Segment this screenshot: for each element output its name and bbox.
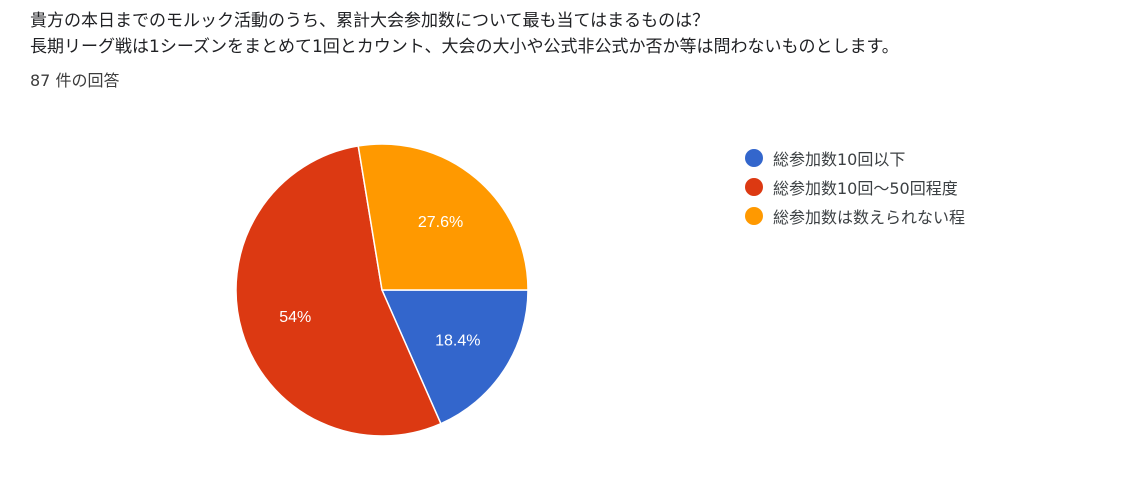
legend-dot-icon (745, 206, 763, 225)
pie-slice-1[interactable] (235, 145, 442, 437)
pie-slice-label: 27.6% (418, 214, 463, 231)
pie-slice-0[interactable] (380, 289, 529, 425)
response-count: 87 件の回答 (30, 71, 120, 90)
pie-slice-label: 18.4% (435, 332, 480, 349)
legend-label: 総参加数は数えられない程 (773, 207, 966, 227)
question-line-1: 貴方の本日までのモルック活動のうち、累計大会参加数について最も当てはまるものは？ (30, 11, 710, 31)
chart-legend: 総参加数10回以下 総参加数10回〜50回程度 総参加数は数えられない程 (745, 143, 965, 230)
question-title: 貴方の本日までのモルック活動のうち、累計大会参加数について最も当てはまるものは？… (30, 8, 899, 60)
pie-slice-label: 54% (279, 309, 311, 326)
pie-slice-2[interactable] (357, 143, 529, 291)
legend-item-2[interactable]: 総参加数は数えられない程 (745, 201, 965, 230)
legend-label: 総参加数10回〜50回程度 (773, 178, 958, 198)
question-line-2: 長期リーグ戦は1シーズンをまとめて1回とカウント、大会の大小や公式非公式か否か等… (30, 37, 899, 57)
legend-dot-icon (745, 148, 763, 167)
pie-labels: 18.4% 54% 27.6% (279, 214, 480, 349)
legend-item-1[interactable]: 総参加数10回〜50回程度 (745, 172, 965, 201)
legend-item-0[interactable]: 総参加数10回以下 (745, 143, 965, 172)
legend-dot-icon (745, 177, 763, 196)
legend-label: 総参加数10回以下 (773, 149, 906, 169)
pie-slices (235, 143, 529, 437)
